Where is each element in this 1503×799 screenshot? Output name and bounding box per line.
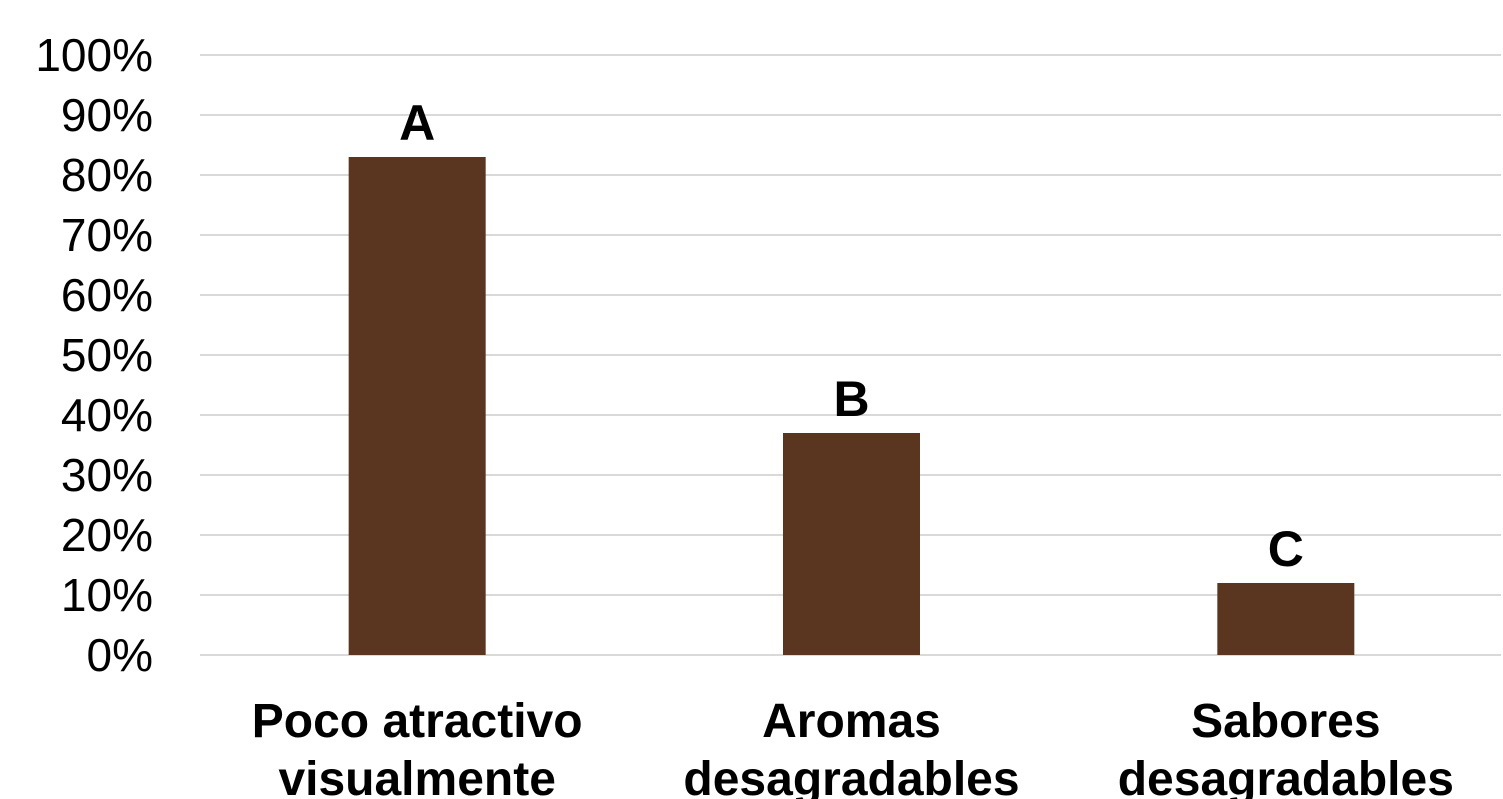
y-tick-label: 50%: [61, 329, 153, 381]
bar: [783, 433, 920, 655]
x-category-label: visualmente: [278, 753, 555, 799]
bar-significance-letters: A B C: [399, 95, 1304, 577]
bar: [1217, 583, 1355, 655]
y-tick-label: 30%: [61, 449, 153, 501]
y-tick-label: 60%: [61, 269, 153, 321]
x-category-label: desagradables: [683, 753, 1019, 799]
y-tick-label: 90%: [61, 89, 153, 141]
x-category-label: Poco atractivo: [252, 695, 583, 748]
y-tick-label: 20%: [61, 509, 153, 561]
x-category-label: Aromas: [762, 695, 941, 748]
bars: [348, 157, 1355, 655]
y-axis-tick-labels: 0% 10% 20% 30% 40% 50% 60% 70% 80% 90% 100%: [35, 29, 153, 681]
x-category-label: Sabores: [1191, 695, 1380, 748]
bar-letter-label: A: [399, 95, 435, 151]
bar-letter-label: C: [1268, 521, 1304, 577]
y-tick-label: 40%: [61, 389, 153, 441]
y-tick-label: 80%: [61, 149, 153, 201]
y-tick-label: 0%: [87, 629, 153, 681]
bar: [348, 157, 486, 655]
x-category-label: desagradables: [1118, 753, 1454, 799]
bar-letter-label: B: [833, 371, 869, 427]
y-tick-label: 100%: [35, 29, 153, 81]
y-tick-label: 70%: [61, 209, 153, 261]
y-tick-label: 10%: [61, 569, 153, 621]
x-axis-category-labels: Poco atractivo visualmente Aromas desagrada…: [252, 695, 1454, 799]
